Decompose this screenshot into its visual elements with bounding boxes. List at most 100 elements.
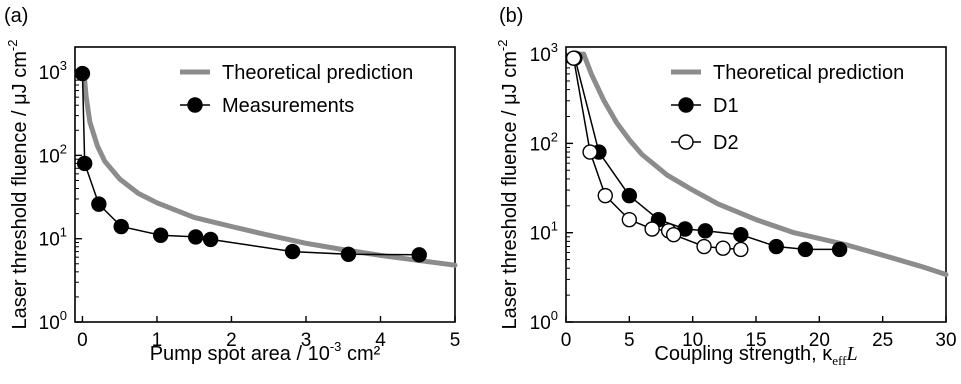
x-axis-label-tail: L: [845, 343, 857, 365]
x-tick-label: 0: [77, 330, 88, 351]
data-point: [188, 229, 204, 245]
x-tick-label: 4: [375, 330, 386, 351]
y-tick-base: 10: [39, 63, 60, 84]
data-point: [621, 187, 638, 204]
y-tick-label: 102: [39, 141, 67, 167]
x-tick-label: 25: [872, 330, 893, 351]
x-tick-label: 20: [809, 330, 830, 351]
legend-swatch-marker: [678, 97, 694, 113]
x-axis-label-sub: eff: [832, 353, 847, 368]
panel-label: (a): [4, 5, 28, 27]
data-point: [202, 231, 219, 248]
legend: Theoretical prediction D1 D2: [671, 62, 904, 154]
data-point: [340, 246, 357, 262]
y-tick-label: 102: [530, 129, 558, 155]
legend-swatch-marker: [678, 134, 694, 150]
series-d2: [565, 50, 749, 258]
data-point: [733, 241, 749, 258]
x-axis-label: Coupling strength, κeffL: [654, 343, 857, 368]
y-tick-base: 10: [530, 134, 551, 155]
data-point: [411, 247, 427, 263]
data-point: [644, 221, 660, 237]
series-theoretical-prediction: [81, 69, 458, 268]
data-point: [621, 211, 638, 228]
x-axis-label-exp: -3: [330, 339, 342, 354]
data-point: [797, 241, 814, 258]
y-axis-label-main: Laser threshold fluence / μJ cm: [9, 51, 31, 329]
data-point: [665, 226, 682, 243]
y-tick-exp: 2: [551, 129, 558, 144]
y-tick-exp: 2: [60, 141, 67, 156]
y-axis-label: Laser threshold fluence / μJ cm-2: [495, 40, 521, 330]
y-axis-label: Laser threshold fluence / μJ cm-2: [5, 40, 31, 330]
data-point: [597, 187, 613, 204]
x-tick-label: 30: [935, 330, 956, 351]
y-tick-exp: 3: [551, 40, 558, 55]
x-tick-label: 5: [624, 330, 635, 351]
y-tick-exp: 1: [60, 225, 67, 240]
data-point: [715, 240, 731, 256]
data-point: [113, 218, 129, 235]
series-d1: [567, 50, 848, 258]
x-axis-label-tail: cm²: [341, 343, 380, 365]
data-point: [565, 50, 582, 66]
y-tick-label: 101: [39, 225, 67, 251]
plot-frame: [565, 46, 947, 323]
data-point: [76, 155, 93, 172]
y-tick-label: 101: [530, 219, 558, 245]
legend: Theoretical prediction Measurements: [180, 62, 413, 117]
x-tick-label: 5: [450, 330, 461, 351]
plot-frame: [74, 46, 456, 323]
x-tick-label: 15: [745, 330, 766, 351]
x-tick-label: 10: [682, 330, 703, 351]
data-point: [91, 196, 107, 212]
data-point: [152, 227, 169, 243]
y-tick-base: 10: [530, 313, 551, 334]
y-tick-exp: 3: [60, 58, 67, 73]
y-tick-label: 100: [530, 308, 558, 334]
y-tick-exp: 0: [551, 308, 558, 323]
legend-label: D1: [713, 95, 739, 117]
legend-label: Theoretical prediction: [222, 62, 413, 84]
legend-swatch-marker: [187, 97, 203, 113]
data-point: [74, 65, 91, 82]
y-tick-base: 10: [39, 313, 60, 334]
data-point: [733, 226, 749, 243]
data-point: [697, 223, 714, 239]
y-axis-label-main: Laser threshold fluence / μJ cm: [499, 51, 521, 329]
x-tick-label: 0: [561, 330, 572, 351]
series-theoretical-prediction: [576, 51, 949, 277]
y-tick-label: 100: [39, 308, 67, 334]
y-tick-label: 103: [39, 58, 67, 84]
x-tick-label: 2: [226, 330, 237, 351]
measurement-line: [81, 73, 420, 256]
x-axis-label-main: Pump spot area / 10: [150, 343, 330, 365]
y-tick-base: 10: [39, 230, 60, 251]
data-point: [284, 243, 301, 260]
data-point: [831, 241, 848, 258]
y-tick-base: 10: [530, 224, 551, 245]
data-point: [768, 238, 784, 255]
theory-curve: [576, 51, 949, 277]
legend-label: Theoretical prediction: [713, 62, 904, 84]
x-tick-label: 1: [152, 330, 163, 351]
x-tick-label: 3: [301, 330, 312, 351]
y-axis-label-exp: -2: [495, 40, 510, 52]
y-tick-label: 103: [530, 40, 558, 66]
measurement-line: [574, 58, 840, 251]
y-tick-base: 10: [39, 146, 60, 167]
theory-curve: [81, 69, 458, 268]
series-measurements: [74, 65, 427, 263]
y-tick-exp: 0: [60, 308, 67, 323]
data-point: [696, 238, 712, 255]
x-axis-label-main: Coupling strength, κ: [654, 343, 833, 365]
y-tick-base: 10: [530, 45, 551, 66]
y-tick-exp: 1: [551, 219, 558, 234]
data-point: [582, 144, 598, 160]
x-axis-label: Pump spot area / 10-3 cm²: [150, 339, 381, 365]
y-axis-label-exp: -2: [5, 40, 20, 52]
measurement-line: [572, 58, 741, 251]
